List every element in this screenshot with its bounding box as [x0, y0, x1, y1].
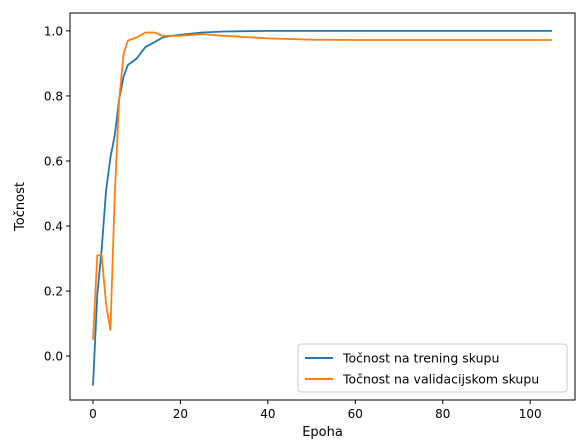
legend-box: [297, 343, 568, 393]
x-tick-label: 0: [89, 407, 97, 421]
y-tick-label: 0.4: [44, 220, 63, 234]
y-tick-label: 0.0: [44, 350, 63, 364]
y-tick-label: 0.2: [44, 285, 63, 299]
x-axis-label: Epoha: [302, 425, 343, 440]
plot-frame: [69, 12, 576, 401]
y-tick-label: 0.8: [44, 89, 63, 103]
series-line-1: [92, 31, 552, 340]
x-tick-label: 60: [348, 407, 363, 421]
legend-label-validation: Točnost na validacijskom skupu: [342, 372, 539, 387]
y-axis-label: Točnost: [13, 182, 28, 232]
y-axis-ticks: 0.0 0.2 0.4 0.6 0.8 1.0: [44, 24, 70, 364]
series-line-0: [92, 29, 552, 386]
x-tick-label: 100: [519, 407, 542, 421]
x-tick-label: 40: [260, 407, 275, 421]
y-tick-label: 0.6: [44, 154, 63, 168]
x-tick-label: 20: [173, 407, 188, 421]
x-axis-ticks: 0 20 40 60 80 100: [89, 400, 542, 421]
x-tick-label: 80: [435, 407, 450, 421]
legend: Točnost na trening skupu Točnost na vali…: [297, 343, 568, 393]
y-tick-label: 1.0: [44, 24, 63, 38]
legend-label-training: Točnost na trening skupu: [342, 351, 499, 366]
plot-lines: [92, 29, 552, 386]
